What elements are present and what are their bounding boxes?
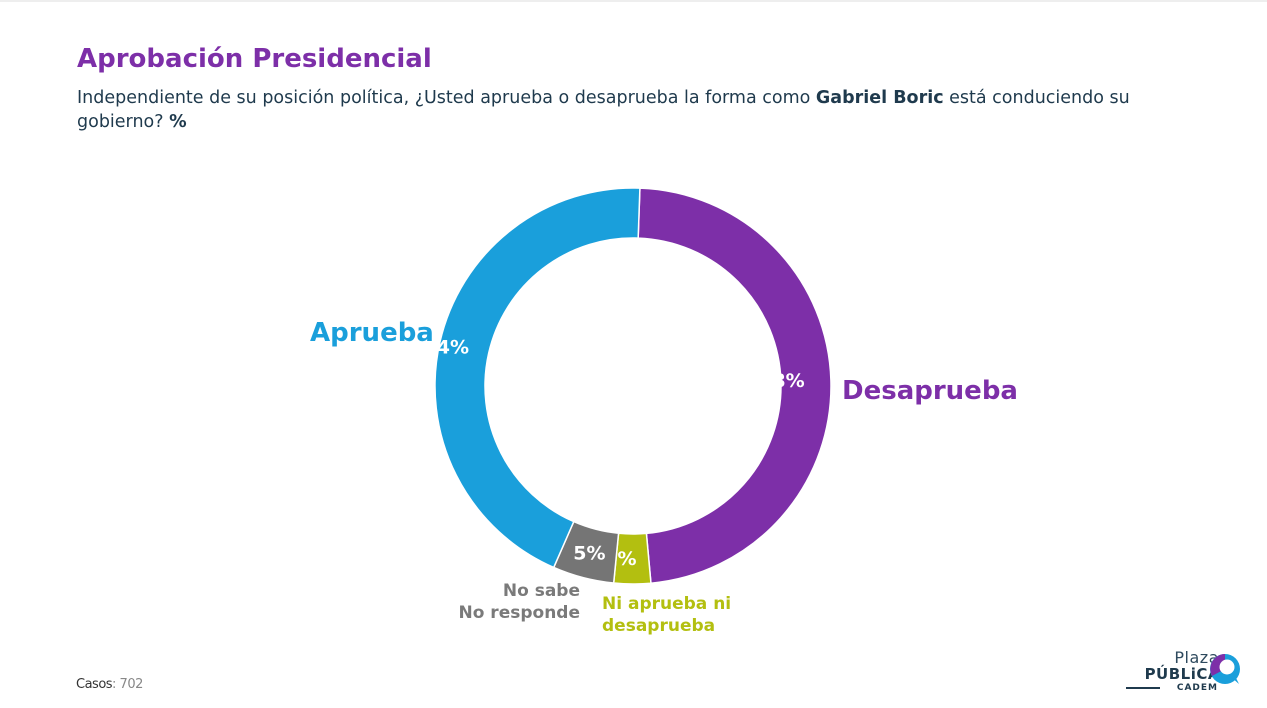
donut-slice-1: [434, 187, 641, 569]
plaza-publica-logo-icon: [1210, 654, 1240, 684]
logo-underline: [1126, 687, 1160, 689]
top-divider: [0, 0, 1267, 2]
question-text-end: está conduciendo su gobierno?: [77, 88, 1130, 132]
sample-size-label: Casos: [76, 677, 113, 692]
category-label-ni-aprueba-line2: desaprueba: [602, 616, 716, 636]
survey-question: Independiente de su posición política, ¿…: [77, 86, 1197, 134]
category-label-no-sabe-line1: No sabe: [502, 581, 580, 601]
category-label-ni-aprueba-line1: Ni aprueba ni: [602, 594, 732, 614]
logo-text-publica: PÚBLiCA: [1144, 665, 1220, 683]
sample-size-value: : 702: [112, 677, 143, 692]
donut-slice-2: [637, 187, 832, 585]
question-text: Independiente de su posición política, ¿…: [77, 88, 816, 108]
page-title: Aprobación Presidencial: [77, 44, 432, 74]
category-label-desaprueba: Desaprueba: [842, 376, 1018, 406]
question-unit: %: [169, 112, 187, 132]
slice-value-label-2: 48%: [759, 370, 804, 392]
logo-text-plaza: Plaza: [1174, 648, 1219, 667]
slice-value-label-1: 44%: [424, 337, 469, 359]
question-highlight: Gabriel Boric: [815, 88, 944, 108]
brand-logo: Plaza PÚBLiCA CADEM: [1120, 648, 1245, 693]
slice-value-label-4: 5%: [573, 542, 605, 564]
category-label-aprueba: Aprueba: [310, 318, 434, 348]
category-label-no-sabe-line2: No responde: [458, 603, 580, 623]
category-label-no-sabe: No sabe No responde: [380, 580, 580, 624]
logo-text-cadem: CADEM: [1176, 683, 1218, 693]
category-label-ni-aprueba: Ni aprueba ni desaprueba: [602, 593, 802, 637]
sample-size: Casos: 702: [76, 677, 143, 692]
